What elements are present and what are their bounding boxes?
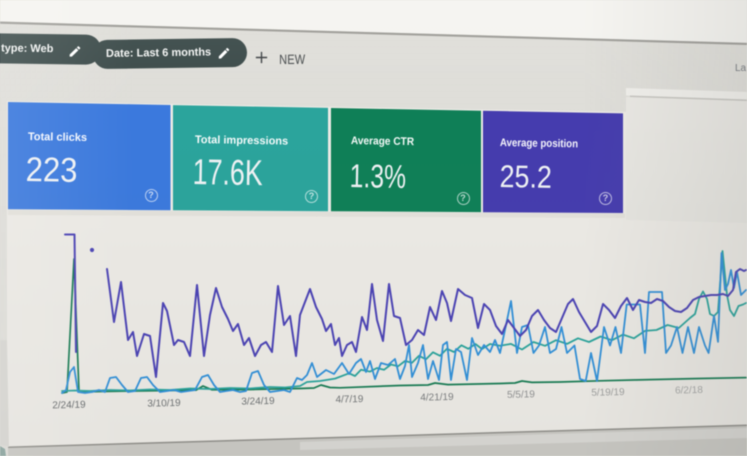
svg-text:2/24/19: 2/24/19 [52, 400, 86, 412]
svg-text:5/5/19: 5/5/19 [507, 389, 535, 401]
svg-text:6/2/18: 6/2/18 [675, 385, 703, 397]
svg-text:3/24/19: 3/24/19 [241, 396, 275, 408]
svg-text:4/21/19: 4/21/19 [420, 392, 454, 404]
svg-text:4/7/19: 4/7/19 [335, 394, 363, 406]
svg-text:5/19/19: 5/19/19 [591, 387, 625, 399]
svg-text:3/10/19: 3/10/19 [147, 398, 181, 410]
